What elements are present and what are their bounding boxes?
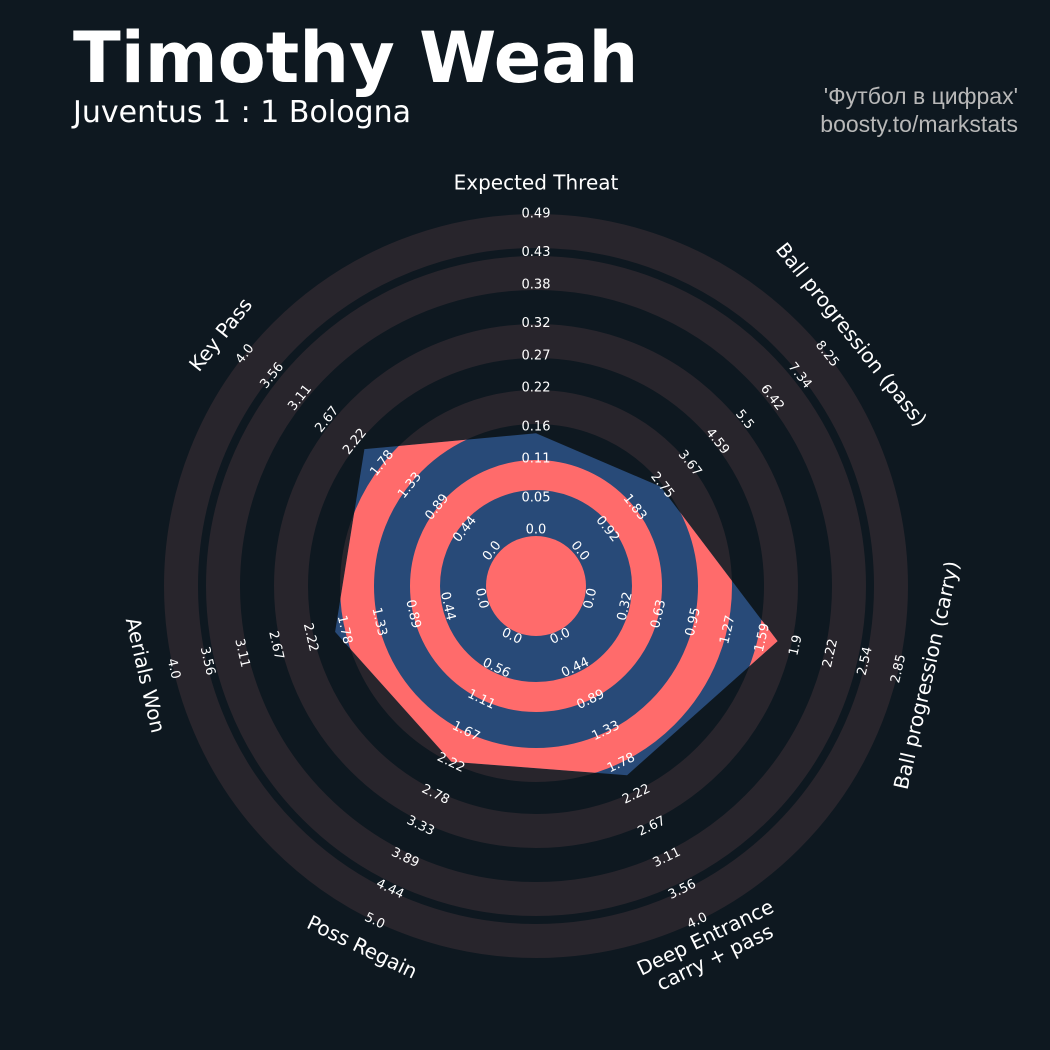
tick-label: 0.05 [522,490,551,505]
tick-label: 0.32 [615,591,636,623]
ring [274,324,798,848]
tick-label: 0.38 [522,277,551,292]
tick-label: 2.67 [265,630,286,662]
tick-label: 3.11 [231,637,252,669]
tick-label: 0.0 [526,523,547,538]
tick-label: 1.9 [786,634,805,658]
tick-label: 4.0 [164,657,183,681]
credit-line: boosty.to/markstats [820,111,1018,137]
tick-label: 0.0 [472,587,491,611]
chart-subtitle: Juventus 1 : 1 Bologna [71,95,411,130]
tick-label: 0.43 [522,245,551,260]
credit-line: 'Футбол в цифрах' [824,83,1018,109]
tick-label: 0.22 [522,381,551,396]
tick-label: 0.16 [522,419,551,434]
param-label: Expected Threat [454,171,619,195]
tick-label: 1.27 [717,614,738,646]
tick-label: 3.56 [197,645,218,677]
tick-label: 0.49 [522,207,551,222]
chart-title: Timothy Weah [73,17,638,99]
polygon-rings [335,433,778,776]
tick-label: 0.27 [522,348,551,363]
ring [486,536,586,636]
tick-label: 1.59 [752,622,773,654]
tick-label: 0.11 [522,452,551,467]
tick-label: 2.54 [855,645,876,677]
tick-label: 0.89 [402,598,423,630]
tick-label: 2.22 [300,622,321,654]
tick-label: 0.0 [581,587,600,611]
tick-label: 0.95 [683,606,704,638]
tick-label: 0.44 [437,590,458,622]
tick-label: 2.22 [820,637,841,669]
tick-label: 1.78 [334,614,355,646]
tick-label: 0.63 [648,598,669,630]
tick-label: 1.33 [368,606,389,638]
ring [340,433,732,776]
ring [410,460,662,712]
tick-label: 2.85 [888,653,909,685]
ring [164,214,908,958]
radar-group [335,433,778,776]
ring [206,256,866,916]
tick-label: 0.32 [522,316,551,331]
